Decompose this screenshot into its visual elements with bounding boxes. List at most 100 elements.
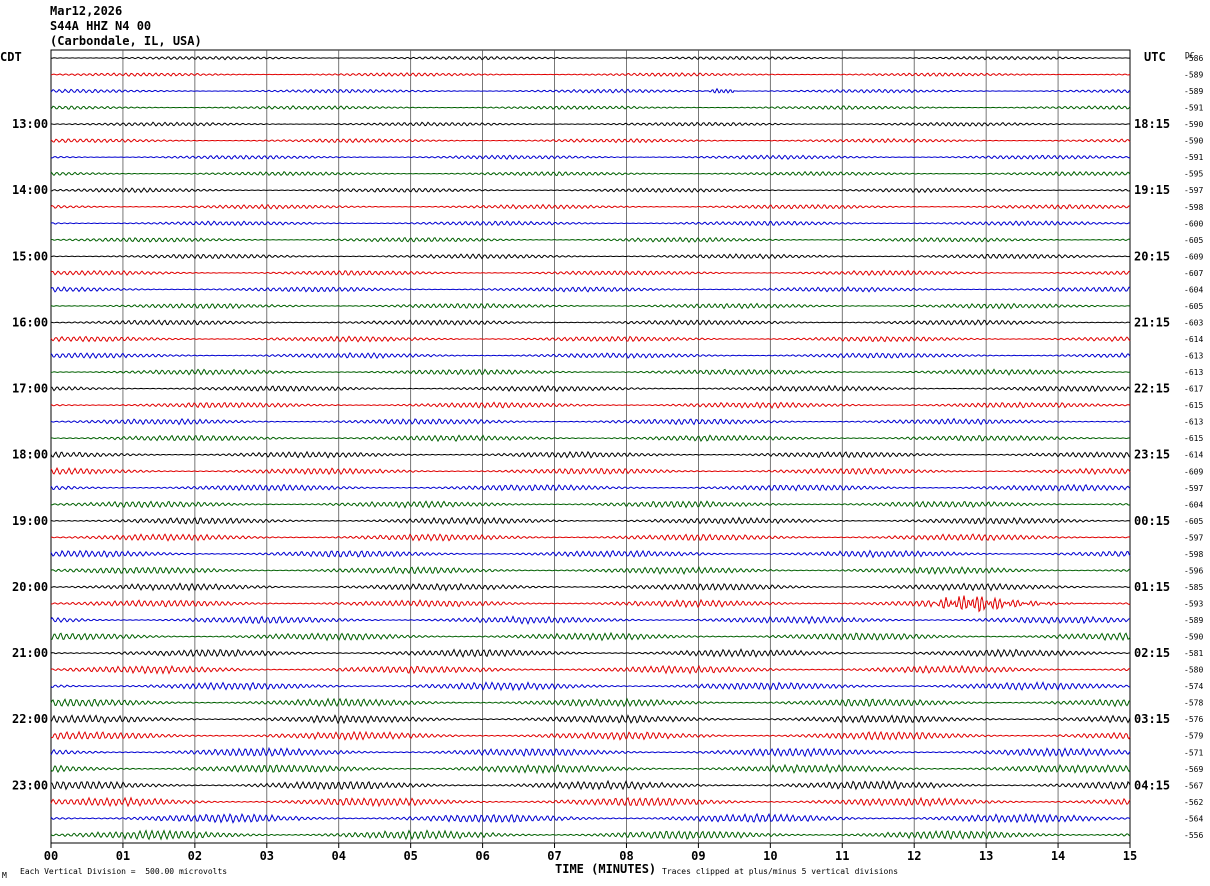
- dc-offset-label: -589: [1184, 87, 1203, 96]
- x-tick-label: 11: [835, 849, 849, 863]
- dc-offset-label: -590: [1184, 137, 1203, 146]
- seismic-trace-line: [50, 401, 1131, 409]
- dc-offset-label: -597: [1184, 533, 1203, 542]
- seismic-trace-line: [50, 566, 1131, 575]
- right-hour-label: 02:15: [1134, 646, 1170, 660]
- dc-offset-label: -613: [1184, 368, 1203, 377]
- left-hour-label: 22:00: [12, 712, 48, 726]
- right-hour-label: 23:15: [1134, 448, 1170, 462]
- seismic-trace-line: [50, 631, 1131, 642]
- dc-offset-label: -580: [1184, 666, 1203, 675]
- dc-offset-label: -605: [1184, 517, 1203, 526]
- dc-offset-label: -614: [1184, 335, 1203, 344]
- dc-offset-label: -609: [1184, 252, 1203, 261]
- left-hour-label: 23:00: [12, 778, 48, 792]
- right-hour-label: 22:15: [1134, 382, 1170, 396]
- left-hour-label: 17:00: [12, 382, 48, 396]
- seismic-trace-line: [50, 549, 1131, 559]
- plot-date: Mar12,2026: [50, 4, 123, 18]
- seismic-trace-line: [50, 746, 1131, 758]
- dc-offset-label: -591: [1184, 153, 1203, 162]
- seismic-trace-line: [50, 137, 1131, 144]
- seismic-trace-line: [50, 319, 1131, 326]
- dc-offset-label: -569: [1184, 765, 1203, 774]
- seismic-trace-line: [50, 681, 1131, 692]
- x-tick-label: 07: [547, 849, 561, 863]
- scale-note: Each Vertical Division = 500.00 microvol…: [20, 867, 228, 876]
- dc-offset-label: -605: [1184, 302, 1203, 311]
- seismic-trace-line: [50, 236, 1131, 243]
- x-tick-label: 03: [260, 849, 274, 863]
- seismic-trace-line: [50, 516, 1131, 526]
- seismic-trace-line: [50, 368, 1131, 376]
- dc-offset-label: -585: [1184, 583, 1203, 592]
- station-code: S44A HHZ N4 00: [50, 19, 152, 33]
- dc-offset-label: -600: [1184, 219, 1203, 228]
- seismic-trace-line: [50, 417, 1131, 426]
- dc-offset-label: -571: [1184, 748, 1203, 757]
- left-hour-label: 18:00: [12, 448, 48, 462]
- x-tick-label: 04: [332, 849, 346, 863]
- left-timezone-label: CDT: [0, 50, 22, 64]
- dc-offset-label: -614: [1184, 451, 1203, 460]
- dc-offset-label: -613: [1184, 352, 1203, 361]
- x-tick-label: 10: [763, 849, 777, 863]
- seismic-trace-line: [50, 121, 1131, 127]
- seismic-trace-line: [51, 533, 1131, 542]
- dc-offset-label: -574: [1184, 682, 1203, 691]
- seismic-trace-line: [50, 253, 1131, 260]
- left-hour-label: 19:00: [12, 514, 48, 528]
- dc-offset-label: -607: [1184, 269, 1203, 278]
- seismic-trace-line: [50, 203, 1131, 210]
- footer-mark: M: [2, 871, 7, 880]
- seismic-trace-line: [50, 55, 1131, 61]
- dc-offset-label: -590: [1184, 120, 1203, 129]
- left-hour-label: 16:00: [12, 315, 48, 329]
- seismic-trace-line: [50, 648, 1131, 658]
- dc-offset-label: -598: [1184, 203, 1203, 212]
- dc-offset-label: -617: [1184, 385, 1203, 394]
- x-tick-label: 01: [116, 849, 130, 863]
- dc-offset-label: -564: [1184, 814, 1203, 823]
- seismic-trace-line: [50, 714, 1131, 725]
- dc-offset-label: -597: [1184, 186, 1203, 195]
- right-hour-label: 01:15: [1134, 580, 1170, 594]
- seismic-trace-line: [50, 87, 1131, 94]
- seismic-trace-line: [50, 697, 1131, 708]
- dc-offset-label: -597: [1184, 484, 1203, 493]
- seismic-trace-line: [50, 812, 1131, 824]
- station-location: (Carbondale, IL, USA): [50, 34, 202, 48]
- seismic-trace-line: [50, 763, 1131, 775]
- right-timezone-label: UTC: [1144, 50, 1166, 64]
- seismic-trace-line: [50, 269, 1131, 277]
- seismic-trace-line: [50, 384, 1131, 393]
- dc-offset-label: -615: [1184, 434, 1203, 443]
- dc-offset-label: -576: [1184, 715, 1203, 724]
- dc-offset-label: -605: [1184, 236, 1203, 245]
- x-axis-title: TIME (MINUTES): [555, 862, 657, 876]
- dc-offset-label: -598: [1184, 550, 1203, 559]
- dc-offset-label: -593: [1184, 599, 1203, 608]
- right-hour-label: 18:15: [1134, 117, 1170, 131]
- seismic-trace-line: [50, 154, 1131, 160]
- plot-frame: [50, 49, 1131, 844]
- x-tick-label: 06: [475, 849, 489, 863]
- x-tick-label: 13: [979, 849, 993, 863]
- seismic-trace-line: [50, 352, 1131, 359]
- seismic-trace-line: [50, 302, 1131, 310]
- seismic-trace-line: [50, 829, 1131, 841]
- seismic-trace-line: [50, 483, 1131, 492]
- x-tick-label: 14: [1051, 849, 1065, 863]
- seismic-trace-line: [50, 582, 1131, 592]
- right-hour-label: 03:15: [1134, 712, 1170, 726]
- dc-offset-label: -589: [1184, 616, 1203, 625]
- right-hour-label: 04:15: [1134, 778, 1170, 792]
- x-tick-label: 09: [691, 849, 705, 863]
- dc-offset-label: -596: [1184, 566, 1203, 575]
- left-hour-label: 14:00: [12, 183, 48, 197]
- dc-offset-label: -615: [1184, 401, 1203, 410]
- x-tick-label: 08: [619, 849, 633, 863]
- seismic-trace-line: [50, 220, 1131, 227]
- dc-offset-label: -556: [1184, 831, 1203, 840]
